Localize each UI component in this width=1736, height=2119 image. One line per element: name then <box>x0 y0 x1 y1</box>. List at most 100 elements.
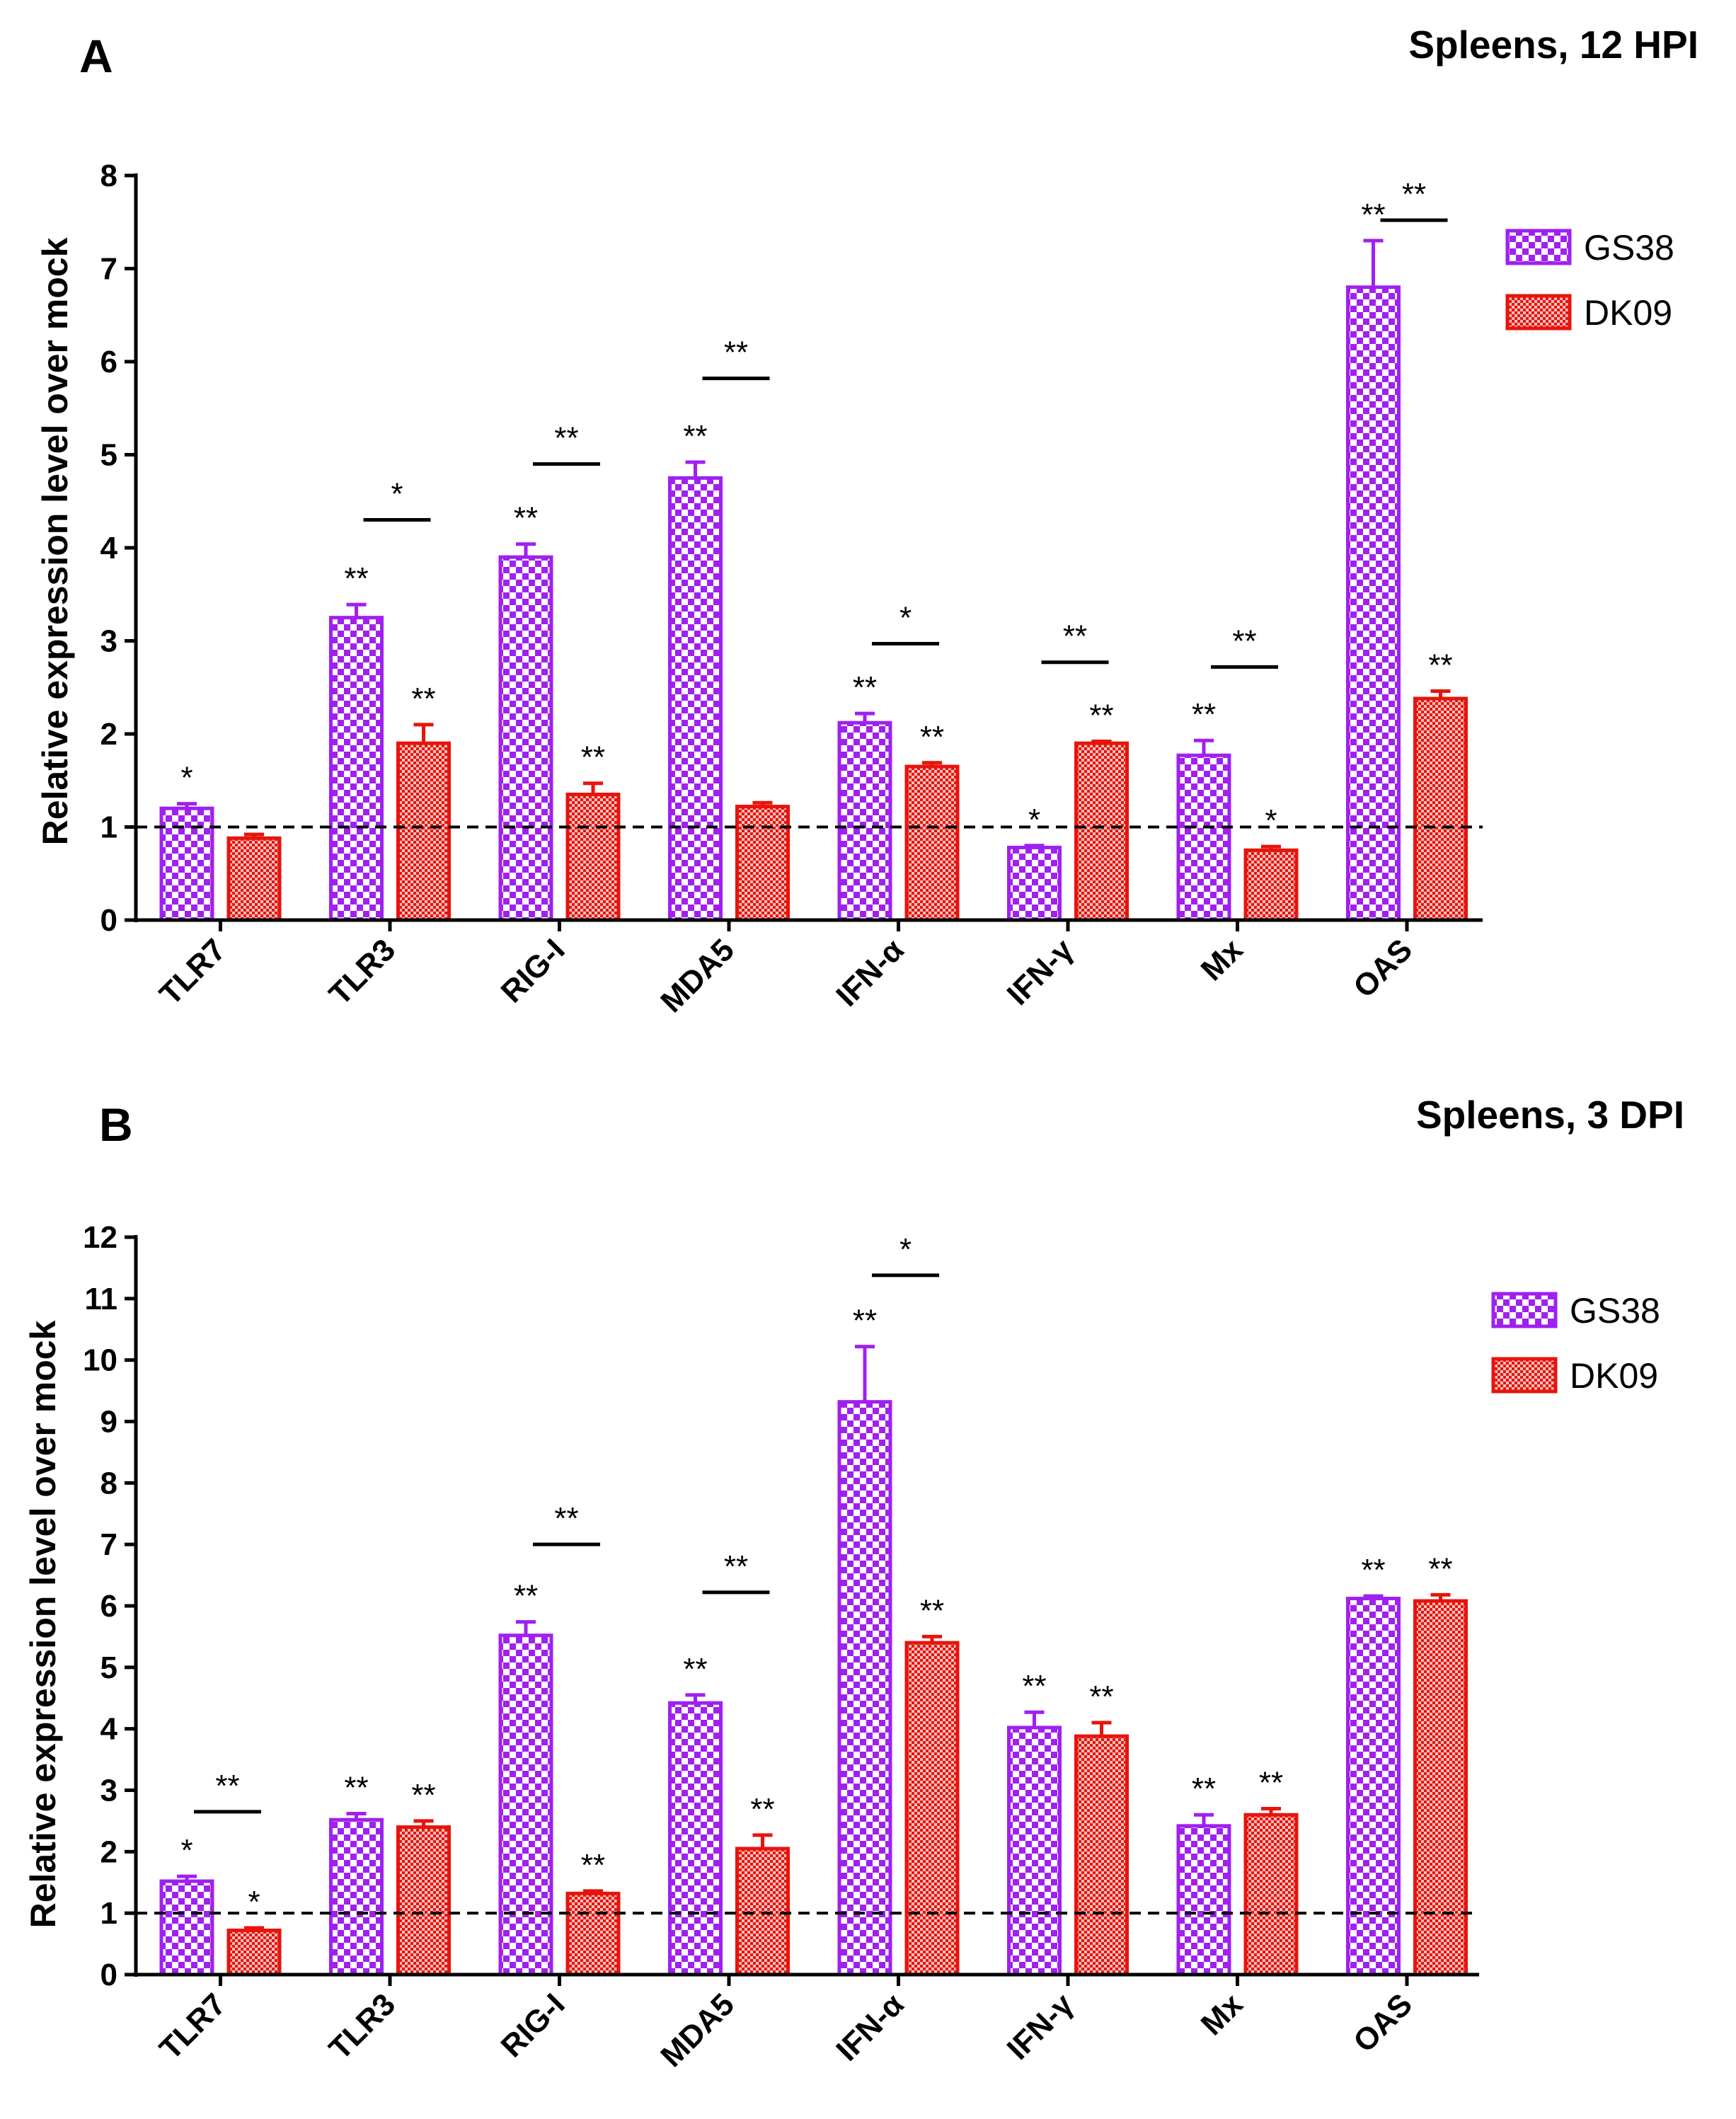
y-tick-label: 0 <box>100 1958 117 1992</box>
significance-mark: * <box>180 1833 192 1868</box>
y-tick-label: 0 <box>100 903 117 938</box>
significance-mark: ** <box>853 670 877 705</box>
y-tick-label: 5 <box>100 438 117 473</box>
bar-dk09-mda5 <box>735 1847 790 1977</box>
bar-gs38-tlr7 <box>159 1879 214 1977</box>
x-tick-label-mda5: MDA5 <box>654 1987 741 2074</box>
legend: GS38 DK09 <box>1505 228 1674 333</box>
comparison-mark: * <box>899 1232 912 1267</box>
y-axis-label: Relative expression level over mock <box>35 237 75 845</box>
comparison-mark: ** <box>1232 624 1256 658</box>
x-tick-label-ifn-γ: IFN-γ <box>1001 932 1081 1012</box>
bar-gs38-mx <box>1176 1824 1231 1977</box>
significance-mark: ** <box>750 1792 774 1827</box>
bar-gs38-mda5 <box>668 476 723 922</box>
legend-label-dk09: DK09 <box>1584 293 1672 333</box>
legend-label-gs38: GS38 <box>1584 228 1674 268</box>
panel-b: B Spleens, 3 DPI Relative expression lev… <box>23 1093 1684 2074</box>
significance-mark: * <box>1028 803 1040 837</box>
bar-dk09-rig-i <box>565 1891 621 1977</box>
bar-gs38-oas <box>1346 285 1401 922</box>
comparison-mark: * <box>899 600 912 635</box>
y-tick-label: 2 <box>100 1834 117 1869</box>
panel-letter: B <box>99 1098 133 1151</box>
panel-title: Spleens, 12 HPI <box>1408 23 1698 67</box>
y-tick-label: 11 <box>84 1282 117 1316</box>
significance-mark: ** <box>1428 648 1452 683</box>
comparison-mark: ** <box>215 1769 239 1803</box>
panel-letter: A <box>79 30 113 82</box>
y-tick-label: 8 <box>100 159 117 193</box>
comparison-mark: ** <box>554 1501 578 1536</box>
bar-dk09-tlr3 <box>396 741 451 922</box>
x-tick-label-mx: Mx <box>1195 932 1250 987</box>
x-tick-label-ifn-γ: IFN-γ <box>1001 1987 1081 2067</box>
x-tick-label-ifn-α: IFN-α <box>829 1987 910 2067</box>
significance-mark: ** <box>1089 699 1113 733</box>
bar-dk09-tlr7 <box>226 836 282 922</box>
bars <box>159 239 1468 922</box>
y-tick-label: 4 <box>100 531 118 565</box>
bar-gs38-ifn-γ <box>1007 1725 1062 1977</box>
bar-dk09-rig-i <box>565 792 621 922</box>
comparison-mark: ** <box>724 335 748 370</box>
significance-mark: ** <box>920 1593 944 1628</box>
x-tick-label-mda5: MDA5 <box>654 932 741 1019</box>
legend-swatch-dk09 <box>1491 1357 1558 1394</box>
y-tick-label: 3 <box>100 624 117 659</box>
y-tick-label: 10 <box>83 1343 117 1378</box>
bars <box>159 1345 1468 1977</box>
x-tick-label-ifn-α: IFN-α <box>829 932 910 1013</box>
significance-mark: ** <box>344 1770 368 1805</box>
bar-gs38-tlr7 <box>159 806 214 922</box>
significance-mark: ** <box>1361 197 1385 232</box>
comparison-mark: ** <box>1402 177 1426 212</box>
y-tick-label: 12 <box>83 1220 117 1255</box>
y-tick-label: 8 <box>100 1466 117 1500</box>
significance-mark: ** <box>1192 697 1216 732</box>
x-tick-label-tlr3: TLR3 <box>323 1987 402 2066</box>
bar-gs38-ifn-γ <box>1007 845 1062 922</box>
bar-gs38-oas <box>1346 1597 1401 1977</box>
legend-label-dk09: DK09 <box>1570 1356 1658 1396</box>
y-tick-label: 7 <box>100 1527 117 1562</box>
legend-swatch-gs38 <box>1505 229 1572 265</box>
significance-mark: ** <box>683 419 707 454</box>
x-tick-label-oas: OAS <box>1347 932 1419 1004</box>
bar-dk09-ifn-α <box>904 764 960 922</box>
annotations: ************************************* <box>180 1232 1452 1919</box>
bar-dk09-oas <box>1413 696 1468 922</box>
significance-mark: ** <box>1428 1551 1452 1586</box>
x-tick-label-rig-i: RIG-I <box>495 932 572 1009</box>
significance-mark: * <box>180 761 192 796</box>
y-tick-label: 1 <box>100 810 117 845</box>
y-tick-label: 7 <box>100 252 117 287</box>
y-tick-label: 9 <box>100 1405 117 1440</box>
significance-mark: ** <box>411 1778 435 1813</box>
x-tick-label-mx: Mx <box>1195 1987 1250 2042</box>
x-tick-label-tlr7: TLR7 <box>153 1987 232 2066</box>
bar-dk09-ifn-γ <box>1074 741 1129 922</box>
bar-dk09-ifn-α <box>904 1641 960 1977</box>
significance-mark: ** <box>683 1652 707 1687</box>
bar-gs38-rig-i <box>498 1633 553 1977</box>
significance-mark: ** <box>581 1848 605 1883</box>
significance-mark: ** <box>853 1304 877 1338</box>
significance-mark: ** <box>1022 1669 1046 1704</box>
y-tick-label: 2 <box>100 717 117 752</box>
x-tick-label-oas: OAS <box>1347 1987 1419 2059</box>
bar-dk09-tlr7 <box>226 1928 282 1977</box>
significance-mark: ** <box>1259 1766 1283 1801</box>
bar-gs38-mda5 <box>668 1701 723 1977</box>
significance-mark: ** <box>1192 1771 1216 1806</box>
significance-mark: ** <box>411 682 435 716</box>
annotations: ************************************* <box>180 177 1452 838</box>
bar-dk09-mda5 <box>735 805 790 922</box>
comparison-mark: ** <box>554 421 578 456</box>
bar-gs38-rig-i <box>498 555 553 922</box>
bar-gs38-mx <box>1176 753 1231 922</box>
bar-gs38-tlr3 <box>329 616 384 922</box>
y-tick-label: 3 <box>100 1774 117 1808</box>
significance-mark: ** <box>581 740 605 775</box>
